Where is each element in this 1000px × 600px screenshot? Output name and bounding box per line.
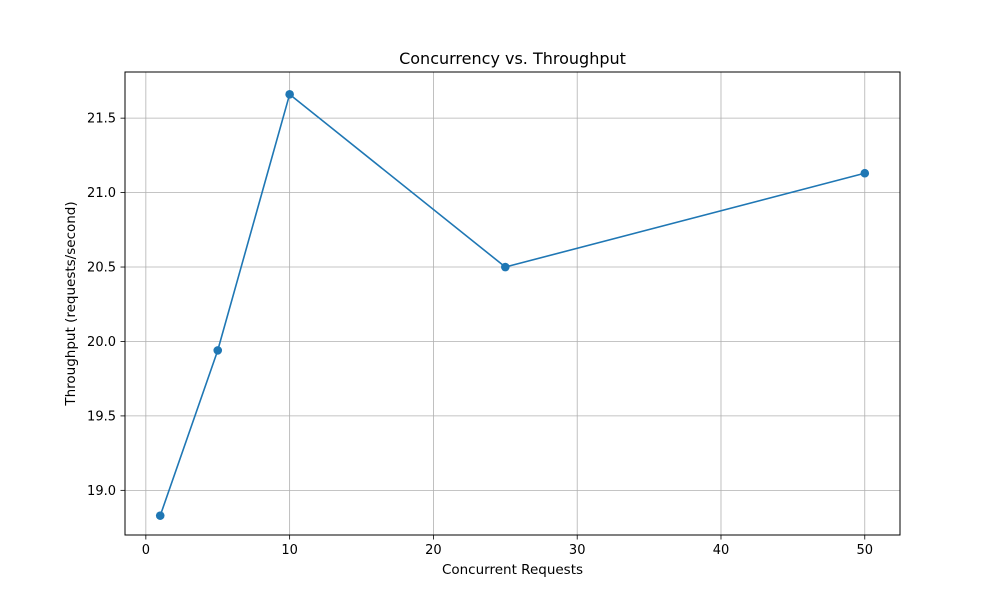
x-axis-title: Concurrent Requests bbox=[442, 562, 583, 578]
y-tick-label: 21.0 bbox=[87, 186, 116, 201]
x-tick-label: 0 bbox=[142, 543, 150, 558]
x-tick-label: 30 bbox=[569, 543, 586, 558]
x-tick-label: 20 bbox=[425, 543, 442, 558]
y-tick-label: 20.0 bbox=[87, 335, 116, 350]
grid bbox=[125, 72, 900, 535]
y-tick-label: 20.5 bbox=[87, 261, 116, 276]
y-tick-label: 19.5 bbox=[87, 409, 116, 424]
chart-title: Concurrency vs. Throughput bbox=[399, 49, 626, 68]
y-tick-label: 19.0 bbox=[87, 484, 116, 499]
data-point bbox=[501, 262, 510, 272]
x-tick-label: 50 bbox=[856, 543, 873, 558]
plot-frame bbox=[124, 71, 901, 536]
y-axis-title: Throughput (requests/second) bbox=[63, 201, 79, 406]
ticks: 0 10 20 30 40 50 19.0 19.5 20.0 20.5 21.0 21.5 bbox=[87, 112, 873, 558]
data-point bbox=[285, 90, 294, 99]
data-point bbox=[155, 511, 165, 520]
x-tick-label: 10 bbox=[281, 543, 298, 558]
series-layer bbox=[155, 90, 870, 520]
y-tick-label: 21.5 bbox=[87, 112, 116, 127]
plot-area bbox=[125, 72, 900, 535]
x-tick-label: 40 bbox=[713, 543, 730, 558]
data-point bbox=[860, 168, 870, 178]
data-point bbox=[213, 346, 223, 355]
